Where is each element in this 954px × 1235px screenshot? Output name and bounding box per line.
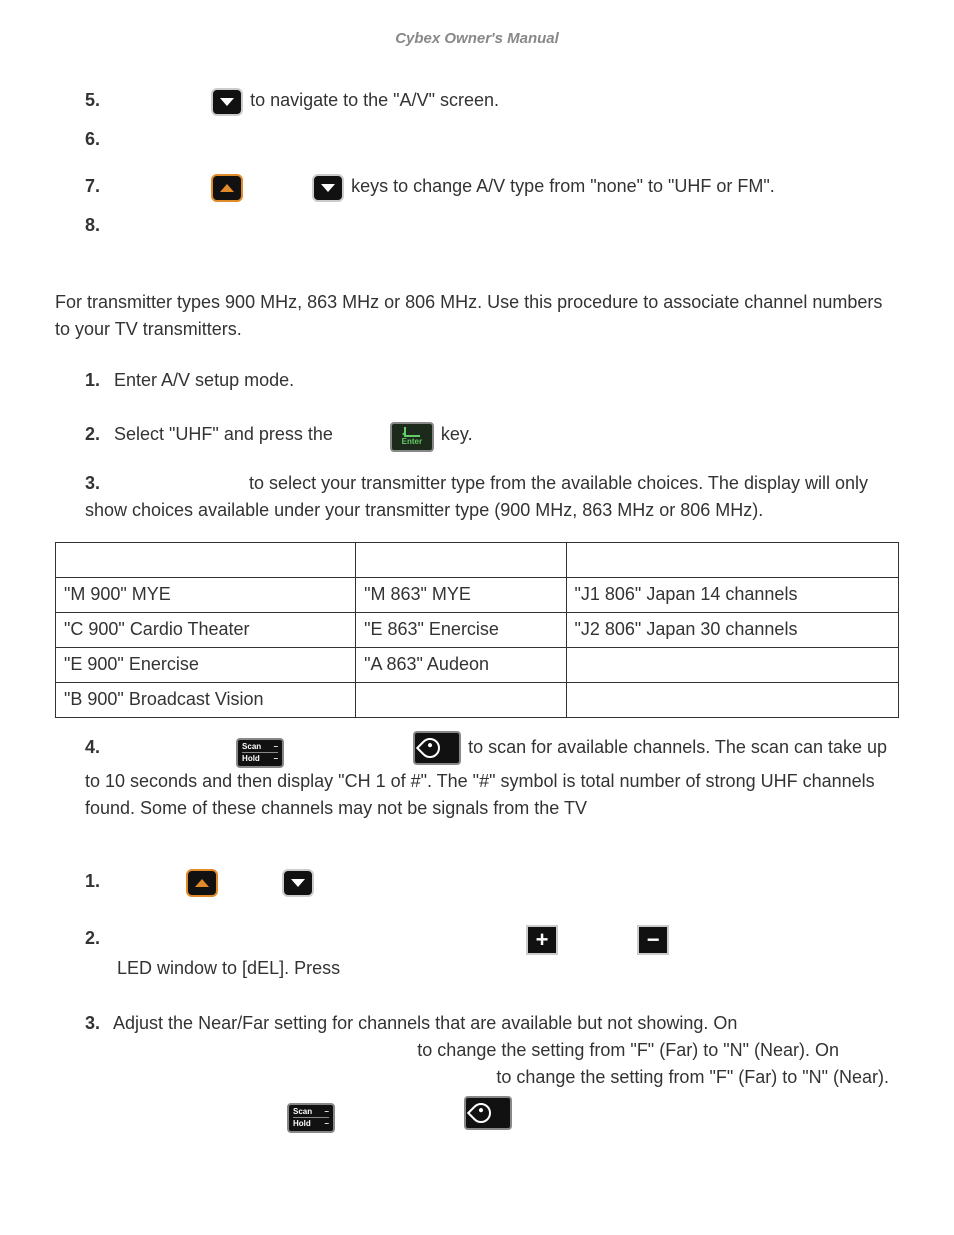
up-arrow-icon	[211, 173, 243, 202]
page-header: Cybex Owner's Manual	[55, 30, 899, 47]
table-cell	[356, 682, 566, 717]
step-3: 3. Adjust the Near/Far setting for chann…	[85, 1010, 899, 1133]
down-arrow-icon	[211, 87, 243, 116]
step-text: Adjust the Near/Far setting for channels…	[113, 1013, 737, 1033]
step-2: 2. Select "UHF" and press the Enter key.	[85, 418, 899, 452]
table-cell	[566, 682, 899, 717]
step-text: to scan for available channels. The scan…	[85, 737, 887, 817]
transmitter-table: "M 900" MYE "M 863" MYE "J1 806" Japan 1…	[55, 542, 899, 718]
step-text: keys to change A/V type from "none" to "…	[351, 176, 775, 196]
scan-hold-icon: Scan – Hold –	[236, 730, 284, 768]
dash-label: –	[274, 742, 278, 752]
scan-label: Scan	[293, 1107, 312, 1117]
fan-scan-icon	[413, 731, 461, 766]
down-arrow-icon	[312, 173, 344, 202]
table-cell: "J1 806" Japan 14 channels	[566, 577, 899, 612]
step-text-before: Select "UHF" and press the	[114, 424, 338, 444]
scan-hold-icon: Scan – Hold –	[287, 1095, 335, 1133]
intro-paragraph: For transmitter types 900 MHz, 863 MHz o…	[55, 289, 899, 343]
table-cell: "C 900" Cardio Theater	[56, 612, 356, 647]
table-cell: "E 900" Enercise	[56, 647, 356, 682]
step-text: to navigate to the "A/V" screen.	[250, 90, 499, 110]
step-number: 7.	[85, 173, 109, 200]
top-steps-list: 5. to navigate to the "A/V" screen. 6. 7…	[55, 87, 899, 239]
table-row: "C 900" Cardio Theater "E 863" Enercise …	[56, 612, 899, 647]
step-text-after: key.	[441, 424, 473, 444]
step-1: 1.	[85, 868, 899, 897]
up-arrow-icon	[186, 868, 218, 897]
step-number: 1.	[85, 367, 109, 394]
hold-label: Hold	[293, 1119, 311, 1129]
table-row: "E 900" Enercise "A 863" Audeon	[56, 647, 899, 682]
bottom-steps-list: 1. 2. +	[55, 868, 899, 1133]
step-number: 3.	[85, 1010, 109, 1037]
step-number: 6.	[85, 126, 109, 153]
scan-label: Scan	[242, 742, 261, 752]
table-cell: "J2 806" Japan 30 channels	[566, 612, 899, 647]
step-number: 1.	[85, 868, 109, 895]
fan-scan-icon	[464, 1096, 512, 1131]
table-cell: "A 863" Audeon	[356, 647, 566, 682]
dash-label: –	[274, 754, 278, 764]
table-row: "B 900" Broadcast Vision	[56, 682, 899, 717]
dash-label: –	[325, 1107, 329, 1117]
step-number: 5.	[85, 87, 109, 114]
step-number: 2.	[85, 421, 109, 448]
down-arrow-icon	[282, 868, 314, 897]
table-header	[566, 542, 899, 577]
step-1: 1. Enter A/V setup mode.	[85, 367, 899, 394]
step-number: 8.	[85, 212, 109, 239]
table-header	[356, 542, 566, 577]
step-number: 2.	[85, 925, 109, 952]
step-text: LED window to [dEL]. Press	[85, 955, 899, 982]
step-6: 6.	[85, 126, 899, 153]
minus-icon: −	[637, 925, 669, 955]
table-cell: "M 900" MYE	[56, 577, 356, 612]
step-text-line2: to change the setting from "F" (Far) to …	[417, 1040, 839, 1060]
mid-steps-list-cont: 4. Scan – Hold –	[55, 730, 899, 822]
enter-label: Enter	[402, 438, 422, 446]
table-cell	[566, 647, 899, 682]
enter-key-icon: Enter	[390, 418, 434, 452]
step-7: 7. keys to change A/V type from "none" t…	[85, 173, 899, 202]
step-text: Enter A/V setup mode.	[114, 370, 294, 390]
step-4: 4. Scan – Hold –	[85, 730, 899, 822]
step-text-line3: to change the setting from "F" (Far) to …	[496, 1067, 889, 1087]
step-number: 3.	[85, 470, 109, 497]
table-cell: "E 863" Enercise	[356, 612, 566, 647]
dash-label: –	[325, 1119, 329, 1129]
hold-label: Hold	[242, 754, 260, 764]
table-header-row	[56, 542, 899, 577]
mid-steps-list: 1. Enter A/V setup mode. 2. Select "UHF"…	[55, 367, 899, 524]
table-header	[56, 542, 356, 577]
plus-icon: +	[526, 925, 558, 955]
table-row: "M 900" MYE "M 863" MYE "J1 806" Japan 1…	[56, 577, 899, 612]
step-3: 3. to select your transmitter type from …	[85, 470, 899, 524]
step-text: to select your transmitter type from the…	[85, 473, 868, 520]
step-number: 4.	[85, 734, 109, 761]
table-cell: "M 863" MYE	[356, 577, 566, 612]
table-cell: "B 900" Broadcast Vision	[56, 682, 356, 717]
step-8: 8.	[85, 212, 899, 239]
step-2: 2. + − LED window to [dEL]. Press	[85, 925, 899, 982]
step-5: 5. to navigate to the "A/V" screen.	[85, 87, 899, 116]
